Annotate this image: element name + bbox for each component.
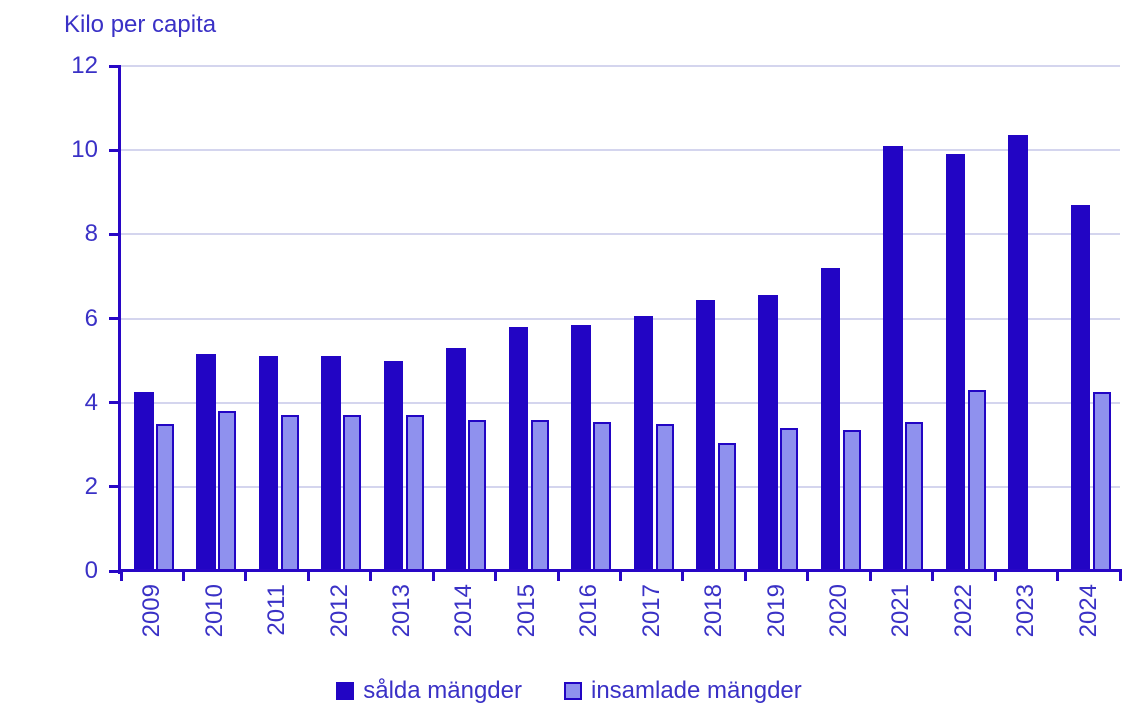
x-axis-tickmark [993,571,997,581]
x-axis-tick-label: 2023 [1012,584,1040,638]
x-axis-tickmark [494,571,498,581]
x-axis-tick-label: 2019 [762,584,790,638]
bar-insamlade-2019 [780,427,799,571]
bar-insamlade-2024 [1092,392,1111,571]
bar-insamlade-2012 [343,415,362,571]
x-axis-tickmark [931,571,935,581]
bar-salda-2023 [1008,135,1028,571]
legend-item-salda: sålda mängder [336,677,522,705]
x-axis-tick-label: 2016 [575,584,603,638]
y-axis-tick-label: 8 [84,220,98,248]
y-axis-tickmark [109,232,121,236]
x-axis-tickmark [306,571,310,581]
y-axis-tick-label: 0 [84,557,98,584]
gridline-8 [121,233,1120,236]
x-axis-tickmark [181,571,185,581]
x-axis-tickmark [743,571,747,581]
bar-insamlade-2014 [468,419,487,571]
bar-salda-2015 [508,326,529,571]
gridline-2 [121,485,1120,488]
x-axis-tickmark [431,571,435,581]
y-axis-tick-label: 2 [84,472,98,500]
x-axis-tickmark [1118,571,1122,581]
bar-insamlade-2016 [593,421,612,571]
y-axis-tickmark [109,401,121,405]
x-axis-tickmark [244,571,248,581]
legend: sålda mängder insamlade mängder [0,677,1138,705]
x-axis-tick-label: 2020 [825,584,853,638]
bar-insamlade-2017 [655,423,674,571]
bar-salda-2012 [321,356,341,571]
bar-salda-2019 [758,295,778,571]
gridline-4 [121,401,1120,404]
bar-insamlade-2015 [530,419,549,571]
bar-insamlade-2011 [280,415,299,571]
y-axis-tick-label: 10 [71,136,98,164]
legend-swatch-salda [336,682,355,700]
bar-salda-2011 [258,356,279,571]
x-axis-tick-label: 2018 [700,584,728,638]
bar-insamlade-2020 [842,430,861,571]
legend-swatch-insamlade [563,682,582,700]
x-axis-tick-label: 2015 [512,584,540,638]
x-axis-tick-label: 2009 [138,584,166,638]
gridline-6 [121,317,1120,320]
x-axis-tick-label: 2024 [1074,584,1102,638]
x-axis-tick-label: 2011 [263,584,291,636]
x-axis-tick-label: 2022 [949,584,977,638]
x-axis-tick-label: 2010 [200,584,228,638]
bar-salda-2018 [695,299,716,571]
bar-insamlade-2009 [156,423,174,571]
bar-salda-2020 [820,268,841,571]
x-axis-tick-label: 2021 [887,584,915,638]
x-axis-tickmark [868,571,872,581]
y-axis-tickmark [109,317,121,320]
y-axis-tickmark [109,148,121,152]
bar-salda-2017 [633,316,653,571]
bar-salda-2014 [446,347,466,571]
x-axis-tick-label: 2014 [450,584,478,638]
bar-salda-2016 [571,324,591,571]
legend-item-insamlade: insamlade mängder [563,677,802,705]
x-axis-tickmark [681,571,685,581]
bar-insamlade-2013 [405,415,424,571]
x-axis-tickmark [556,571,560,581]
y-axis-tickmark [109,64,121,68]
gridline-12 [121,65,1120,67]
bar-salda-2013 [383,360,404,571]
bar-salda-2024 [1070,204,1091,571]
x-axis-tickmark [1056,571,1060,581]
y-axis-tickmark [109,485,121,489]
x-axis-tick-label: 2017 [637,584,665,638]
y-axis-line [118,66,121,574]
y-axis-tick-label: 6 [84,304,98,332]
plot-area [121,65,1120,571]
bar-salda-2022 [945,154,966,571]
x-axis-tickmark [119,571,123,581]
bar-insamlade-2021 [905,421,924,571]
bar-salda-2010 [196,354,216,571]
y-axis-tick-label: 4 [84,388,98,416]
y-axis-tick-label: 12 [71,52,98,79]
legend-label-salda: sålda mängder [363,677,522,704]
x-axis-tickmark [369,571,373,581]
bar-salda-2021 [883,145,903,571]
y-axis-tickmark [109,569,121,573]
bar-insamlade-2022 [967,390,986,571]
x-axis-tickmark [806,571,810,581]
x-axis-tick-label: 2012 [325,584,353,638]
bar-insamlade-2018 [717,442,736,571]
legend-label-insamlade: insamlade mängder [590,677,802,704]
x-axis-line [118,569,1122,572]
x-axis-tick-label: 2013 [387,584,415,638]
bar-salda-2009 [134,392,154,571]
gridline-10 [121,149,1120,152]
bar-insamlade-2010 [218,411,237,571]
x-axis-tickmark [619,571,622,581]
chart-title: Kilo per capita [64,11,217,38]
